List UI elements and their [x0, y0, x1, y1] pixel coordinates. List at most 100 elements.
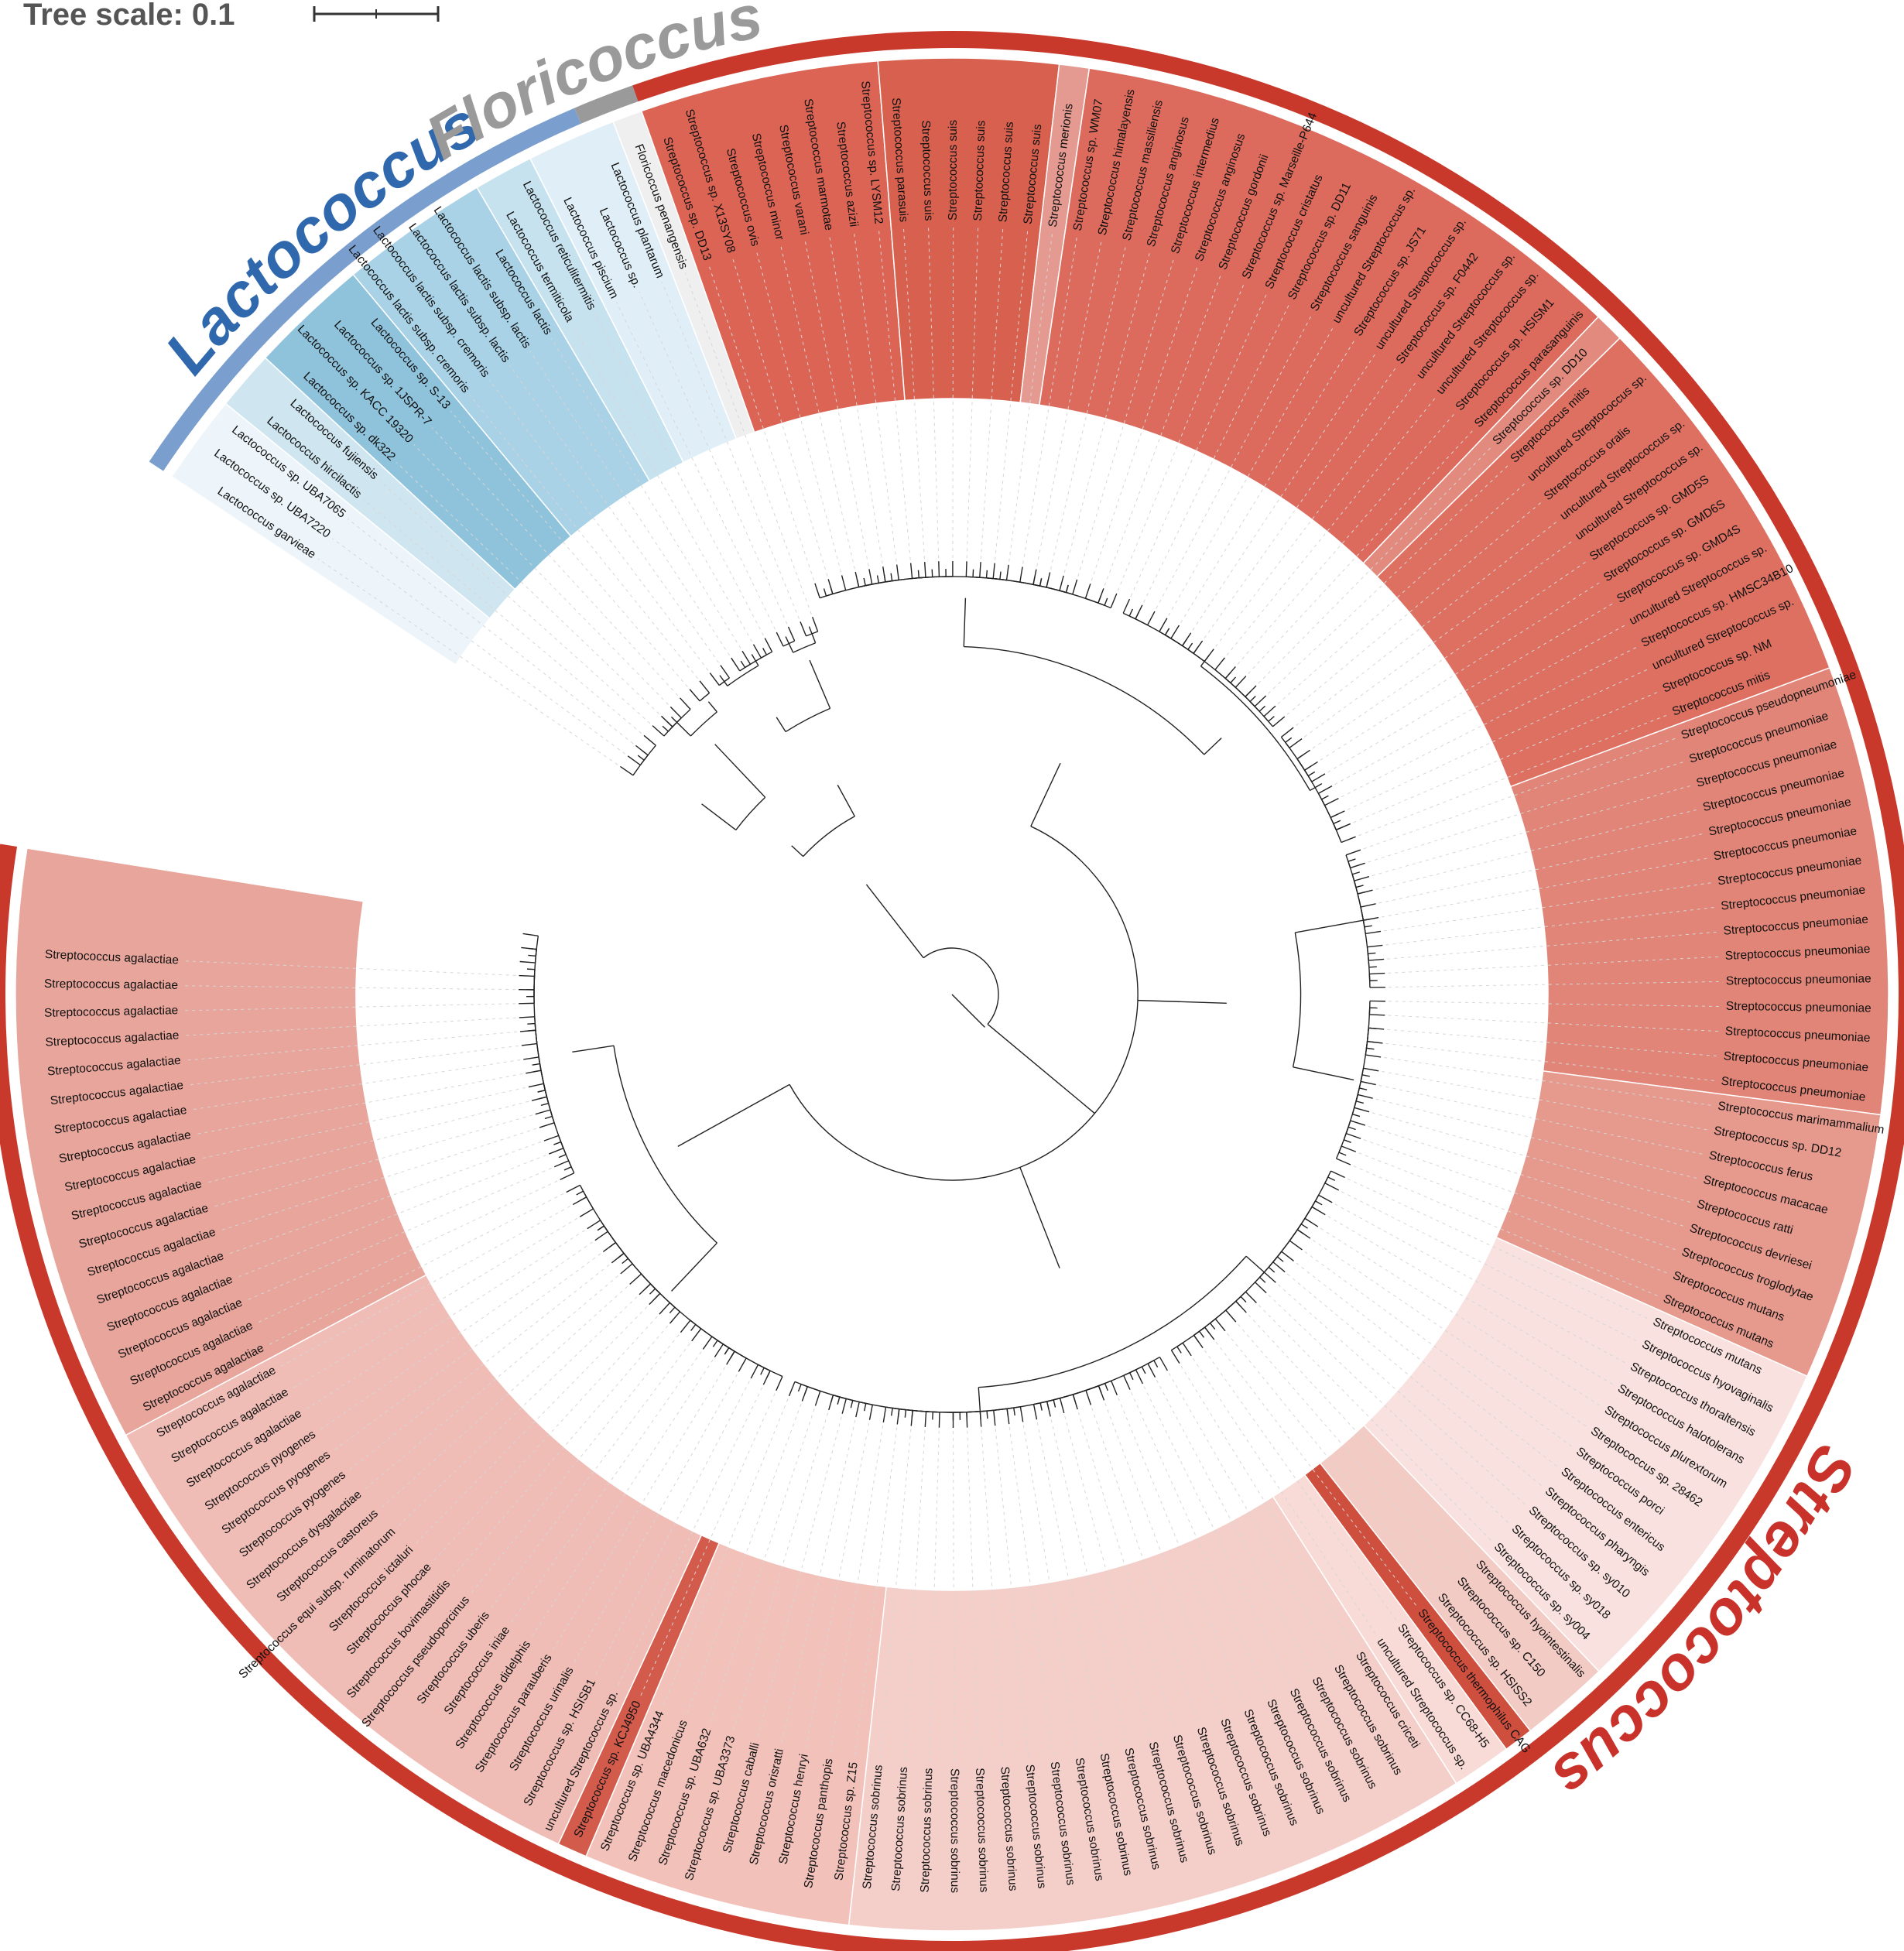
- tree-branch: [1046, 572, 1051, 588]
- tree-branch: [1351, 871, 1360, 875]
- tree-branch: [572, 1196, 587, 1206]
- tree-branch: [690, 711, 717, 737]
- tree-branch: [904, 1409, 907, 1418]
- tree-branch: [620, 765, 634, 776]
- tree-branch: [528, 954, 536, 957]
- tree-branch: [1361, 1080, 1376, 1086]
- tree-branch: [558, 1154, 567, 1159]
- tree-branch: [1365, 930, 1382, 935]
- tree-branch: [1098, 602, 1111, 609]
- leaf-guide: [378, 480, 651, 724]
- tree-branch: [1171, 1342, 1183, 1351]
- tree-branch: [1296, 1217, 1306, 1230]
- tree-branch: [594, 1230, 608, 1241]
- leaf-guide: [413, 444, 669, 705]
- tree-branch: [1111, 1381, 1118, 1396]
- tree-branch: [1165, 634, 1246, 697]
- leaf-guide: [550, 337, 741, 649]
- tree-branch: [986, 577, 1067, 594]
- leaf-label: Streptococcus sobrinus: [948, 1768, 961, 1893]
- tree-branch: [1263, 1272, 1276, 1283]
- tree-branch: [1341, 1145, 1357, 1152]
- tree-branch: [1311, 773, 1326, 782]
- leaf-guide: [431, 427, 679, 697]
- tree-branch: [1098, 588, 1104, 604]
- tree-branch: [699, 680, 711, 693]
- tree-branch: [1368, 958, 1385, 961]
- tree-branch: [576, 1190, 584, 1196]
- tree-branch: [806, 631, 818, 637]
- tree-branch: [752, 644, 762, 659]
- tree-branch: [791, 845, 804, 857]
- tree-branch: [1272, 716, 1286, 727]
- tree-branch: [1355, 885, 1364, 888]
- tree-branch: [690, 1324, 697, 1331]
- tree-branch: [1341, 836, 1356, 844]
- tree-branch: [841, 575, 847, 590]
- tree-branch: [1304, 761, 1318, 771]
- tree-branch: [1187, 642, 1193, 650]
- tree-branch: [1354, 1094, 1358, 1108]
- tree-branch: [964, 645, 1205, 755]
- leaf-band: [848, 1495, 1457, 1932]
- tree-branch: [739, 663, 751, 672]
- tree-branch: [863, 577, 866, 586]
- tree-branch: [1204, 738, 1222, 755]
- tree-branch: [1072, 579, 1078, 595]
- tree-branch: [814, 583, 820, 598]
- tree-branch: [1032, 1404, 1038, 1420]
- tree-branch: [1193, 1326, 1206, 1336]
- tree-branch: [1368, 1001, 1371, 1015]
- tree-branch: [649, 1288, 656, 1295]
- tree-branch: [587, 1220, 601, 1230]
- tree-branch: [1204, 649, 1214, 662]
- tree-branch: [579, 1208, 594, 1217]
- tree-branch: [521, 1042, 537, 1046]
- tree-branch: [800, 621, 807, 637]
- tree-branch: [679, 697, 691, 710]
- leaf-guide: [450, 410, 688, 687]
- tree-branch: [776, 1376, 783, 1391]
- tree-branch: [1249, 695, 1256, 702]
- tree-branch: [999, 571, 1002, 580]
- tree-branch: [731, 657, 741, 672]
- tree-branch: [1344, 1139, 1351, 1143]
- tree-branch: [540, 1070, 567, 1155]
- tree-branch: [1199, 1330, 1205, 1338]
- tree-branch: [1365, 1054, 1382, 1058]
- tree-branch: [833, 1395, 954, 1413]
- tree-branch: [1230, 676, 1237, 683]
- tree-branch: [699, 692, 710, 702]
- tree-branch: [1084, 584, 1091, 599]
- tree-branch: [712, 1340, 718, 1347]
- tree-branch: [1141, 1366, 1146, 1374]
- tree-branch: [519, 974, 535, 977]
- tree-branch: [1123, 1375, 1131, 1390]
- tree-branch: [660, 715, 673, 727]
- tree-branch: [1350, 862, 1365, 869]
- tree-branch: [526, 968, 536, 970]
- tree-branch: [1321, 795, 1329, 800]
- tree-branch: [782, 640, 795, 647]
- tree-branch: [992, 563, 995, 579]
- tree-branch: [809, 659, 831, 709]
- tree-branch: [1193, 1334, 1204, 1349]
- tree-branch: [865, 884, 924, 959]
- tree-branch: [972, 569, 974, 577]
- tree-branch: [563, 1166, 572, 1171]
- tree-branch: [722, 1343, 735, 1352]
- tree-branch: [1367, 1041, 1383, 1044]
- tree-branch: [1280, 727, 1294, 738]
- leaf-guide: [661, 282, 800, 619]
- tree-branch: [669, 1311, 681, 1324]
- tree-branch: [1235, 676, 1247, 688]
- tree-branch: [1098, 1385, 1105, 1401]
- tree-branch: [785, 636, 794, 653]
- leaf-guide-lines: [183, 225, 1721, 1764]
- tree-branch: [1338, 1152, 1347, 1156]
- tree-branch: [1146, 611, 1156, 626]
- leaf-guide: [639, 291, 788, 625]
- tree-branch: [965, 561, 967, 577]
- tree-branch: [1263, 716, 1273, 727]
